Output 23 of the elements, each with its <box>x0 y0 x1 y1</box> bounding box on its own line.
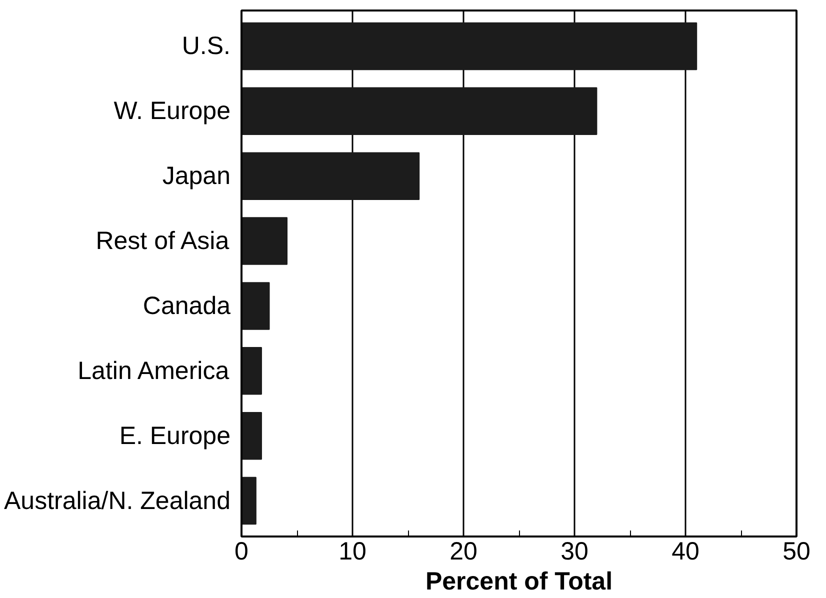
x-tick-label: 40 <box>672 538 700 566</box>
x-tick-label: 10 <box>338 538 366 566</box>
bar <box>242 282 270 330</box>
y-tick-label: Latin America <box>78 356 230 385</box>
bar <box>242 412 262 460</box>
x-tick-label: 50 <box>782 538 810 566</box>
bar <box>242 22 698 70</box>
y-tick-label: Japan <box>162 162 231 190</box>
x-axis-title: Percent of Total <box>425 568 613 596</box>
bar <box>242 476 256 525</box>
x-tick-label: 0 <box>234 538 248 566</box>
y-tick-label: Rest of Asia <box>96 227 230 256</box>
y-tick-label: W. Europe <box>114 97 231 126</box>
y-tick-label: U.S. <box>182 32 231 60</box>
bar <box>242 347 262 395</box>
x-tick-label: 30 <box>560 538 588 566</box>
y-tick-label: E. Europe <box>119 422 231 450</box>
bar <box>242 87 598 136</box>
bar <box>242 217 288 265</box>
bar <box>242 152 420 200</box>
y-tick-label: Canada <box>142 292 231 320</box>
y-tick-label: Australia/N. Zealand <box>4 486 231 515</box>
x-tick-label: 20 <box>450 538 478 566</box>
